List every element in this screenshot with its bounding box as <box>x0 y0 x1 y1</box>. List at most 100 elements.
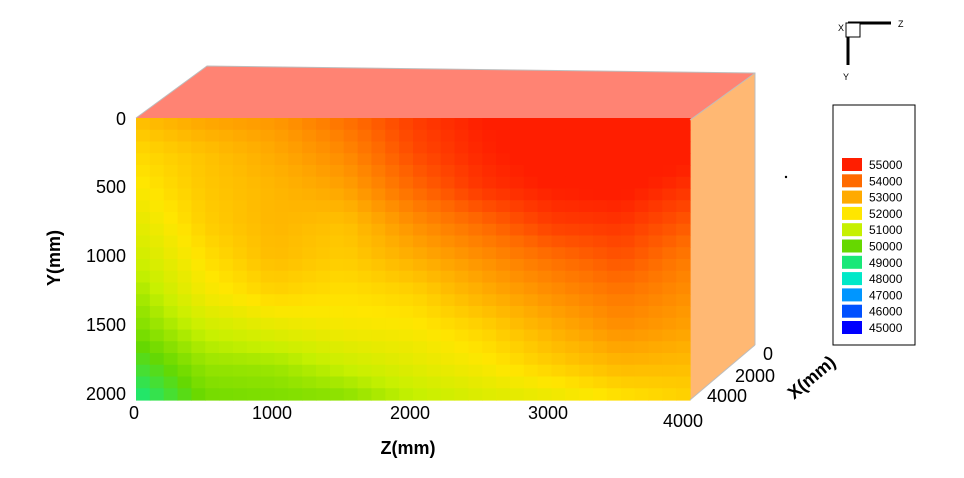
z-tick-label: 0 <box>129 403 139 423</box>
heatmap-cell <box>496 247 511 260</box>
heatmap-cell <box>537 270 553 284</box>
heatmap-cell <box>149 153 165 166</box>
heatmap-cell <box>371 329 386 342</box>
heatmap-cell <box>634 376 650 389</box>
heatmap-cell <box>149 165 165 178</box>
heatmap-cell <box>565 329 580 342</box>
heatmap-cell <box>205 235 220 248</box>
heatmap-cell <box>620 306 636 319</box>
heatmap-cell <box>177 235 192 248</box>
heatmap-cell <box>523 153 539 166</box>
heatmap-cell <box>385 165 400 178</box>
heatmap-cell <box>288 153 303 166</box>
heatmap-cell <box>343 129 359 143</box>
heatmap-cell <box>399 388 414 401</box>
heatmap-cell <box>191 247 206 260</box>
heatmap-cell <box>413 282 428 295</box>
heatmap-cell <box>509 129 525 143</box>
heatmap-cell <box>579 317 594 331</box>
heatmap-cell <box>509 212 525 225</box>
heatmap-cell <box>260 176 276 190</box>
heatmap-cell <box>316 188 331 201</box>
box-top-face <box>136 66 755 120</box>
heatmap-cell <box>496 165 511 178</box>
heatmap-cell <box>357 118 373 131</box>
heatmap-cell <box>399 329 414 342</box>
heatmap-cell <box>177 364 192 378</box>
heatmap-cell <box>343 247 359 260</box>
heatmap-cell <box>606 270 622 284</box>
heatmap-cell <box>593 129 608 143</box>
heatmap-cell <box>648 118 663 131</box>
heatmap-cell <box>579 129 594 143</box>
heatmap-cell <box>357 306 373 319</box>
heatmap-cell <box>191 376 206 389</box>
heatmap-cell <box>468 306 483 319</box>
heatmap-cell <box>606 129 622 143</box>
heatmap-cell <box>399 235 414 248</box>
heatmap-cell <box>329 259 345 272</box>
heatmap-cell <box>316 141 331 154</box>
heatmap-cell <box>440 259 456 272</box>
heatmap-cell <box>454 259 469 272</box>
heatmap-cell <box>399 188 414 201</box>
heatmap-cell <box>676 176 691 190</box>
heatmap-cell <box>620 341 636 354</box>
heatmap-cell <box>620 388 636 401</box>
heatmap-cell <box>593 223 608 237</box>
heatmap-cell <box>260 129 276 143</box>
heatmap-cell <box>523 294 539 307</box>
heatmap-cell <box>136 294 151 307</box>
heatmap-cell <box>413 129 428 143</box>
legend-label: 54000 <box>869 174 903 188</box>
heatmap-cell <box>163 235 179 248</box>
heatmap-cell <box>136 329 151 342</box>
heatmap-cell <box>316 317 331 331</box>
heatmap-cell <box>634 247 650 260</box>
heatmap-cell <box>676 188 691 201</box>
heatmap-cell <box>482 353 497 366</box>
heatmap-cell <box>399 270 414 284</box>
heatmap-cell <box>593 376 608 389</box>
heatmap-cell <box>676 129 691 143</box>
heatmap-cell <box>606 200 622 213</box>
heatmap-cell <box>163 353 179 366</box>
heatmap-cell <box>482 294 497 307</box>
heatmap-cell <box>274 294 289 307</box>
heatmap-cell <box>593 118 608 131</box>
heatmap-cell <box>385 212 400 225</box>
heatmap-cell <box>648 364 663 378</box>
heatmap-cell <box>246 388 262 401</box>
heatmap-cell <box>136 200 151 213</box>
heatmap-cell <box>440 141 456 154</box>
heatmap-cell <box>648 165 663 178</box>
heatmap-cell <box>136 317 151 331</box>
y-axis-title: Y(mm) <box>44 230 64 286</box>
heatmap-cell <box>232 294 248 307</box>
heatmap-cell <box>357 270 373 284</box>
heatmap-cell <box>191 235 206 248</box>
heatmap-cell <box>537 364 553 378</box>
heatmap-cell <box>426 282 442 295</box>
heatmap-cell <box>565 223 580 237</box>
heatmap-cell <box>302 282 317 295</box>
heatmap-cell <box>537 188 553 201</box>
heatmap-cell <box>357 129 373 143</box>
heatmap-cell <box>648 235 663 248</box>
heatmap-cell <box>246 235 262 248</box>
heatmap-cell <box>509 165 525 178</box>
heatmap-cell <box>302 176 317 190</box>
heatmap-cell <box>288 376 303 389</box>
heatmap-cell <box>136 376 151 389</box>
heatmap-cell <box>454 129 469 143</box>
heatmap-cell <box>634 317 650 331</box>
heatmap-cell <box>246 247 262 260</box>
heatmap-cell <box>634 188 650 201</box>
heatmap-cell <box>219 176 234 190</box>
heatmap-cell <box>316 176 331 190</box>
heatmap-cell <box>260 353 276 366</box>
heatmap-cell <box>634 294 650 307</box>
heatmap-cell <box>593 200 608 213</box>
heatmap-cell <box>136 388 151 401</box>
heatmap-cell <box>579 223 594 237</box>
